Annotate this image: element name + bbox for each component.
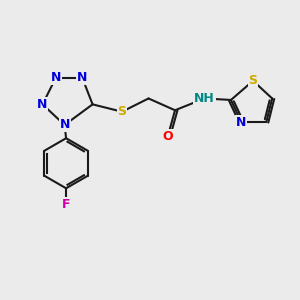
Text: NH: NH bbox=[194, 92, 215, 105]
Text: S: S bbox=[249, 74, 258, 87]
Text: N: N bbox=[51, 71, 61, 84]
Text: N: N bbox=[236, 116, 247, 128]
Text: N: N bbox=[59, 118, 70, 131]
Text: O: O bbox=[162, 130, 173, 143]
Text: N: N bbox=[77, 71, 88, 84]
Text: S: S bbox=[118, 105, 127, 118]
Text: N: N bbox=[37, 98, 48, 111]
Text: F: F bbox=[62, 198, 70, 211]
